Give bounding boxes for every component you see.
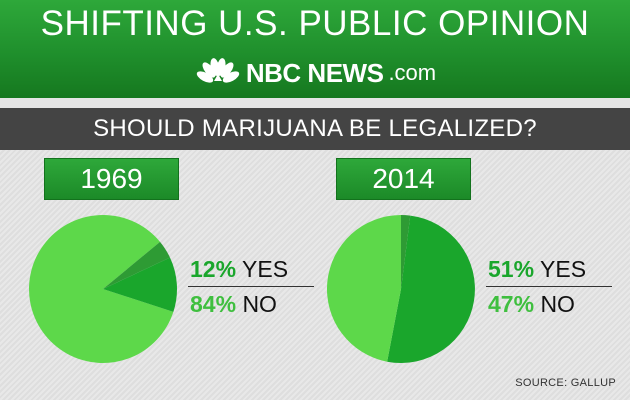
legend-label: YES [540, 256, 587, 282]
question-text: SHOULD MARIJUANA BE LEGALIZED? [93, 115, 537, 142]
legend-value: 51% [488, 256, 535, 282]
legend-no-1969: 84% NO [190, 291, 277, 318]
year-label-1969: 1969 [44, 158, 179, 200]
pie-slice-other [103, 241, 170, 289]
legend-divider [486, 286, 612, 287]
header-banner: SHIFTING U.S. PUBLIC OPINION NBC NEWS .co… [0, 0, 630, 98]
legend-no-2014: 47% NO [488, 291, 575, 318]
pie-slice-other [401, 215, 411, 289]
legend-value: 12% [190, 256, 237, 282]
question-bar: SHOULD MARIJUANA BE LEGALIZED? [0, 108, 630, 150]
legend-label: NO [540, 291, 575, 317]
peacock-icon [196, 58, 240, 83]
pie-slice-yes [103, 257, 178, 312]
legend-yes-2014: 51% YES [488, 256, 586, 283]
legend-value: 47% [488, 291, 535, 317]
logo-wordmark: NBC NEWS [245, 57, 384, 88]
legend-value: 84% [190, 291, 237, 317]
pie-chart-2014 [326, 215, 475, 363]
pie-slice-no [29, 215, 174, 364]
legend-label: NO [242, 291, 277, 317]
page-title: SHIFTING U.S. PUBLIC OPINION [40, 4, 590, 43]
legend-label: YES [242, 256, 289, 282]
nbc-news-logo: NBC NEWS .com [0, 56, 630, 90]
logo-suffix: .com [388, 60, 437, 85]
pie-slice-no [326, 215, 401, 362]
pie-slice-yes [387, 215, 475, 363]
year-label-2014: 2014 [336, 158, 471, 200]
legend-yes-1969: 12% YES [190, 256, 288, 283]
source-note: SOURCE: GALLUP [515, 377, 616, 389]
legend-divider [188, 286, 314, 287]
pie-chart-1969 [29, 215, 178, 364]
